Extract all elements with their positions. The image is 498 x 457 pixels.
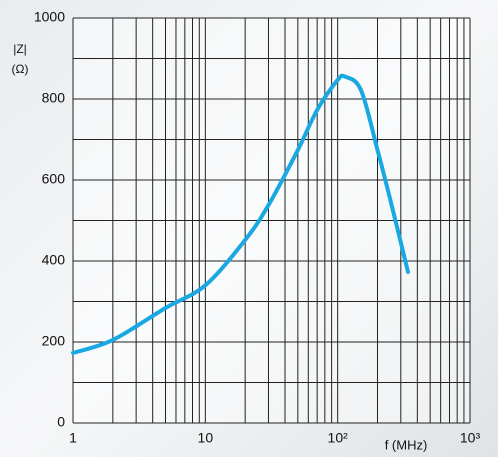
y-tick-label: 1000 bbox=[34, 9, 65, 25]
x-tick-label: 10³ bbox=[460, 430, 481, 446]
y-tick-label: 0 bbox=[57, 414, 65, 430]
y-axis-label: |Z| bbox=[13, 42, 27, 56]
x-axis-label: f (MHz) bbox=[385, 437, 428, 452]
y-tick-label: 800 bbox=[42, 90, 66, 106]
y-tick-label: 400 bbox=[42, 252, 66, 268]
y-tick-label: 200 bbox=[42, 333, 66, 349]
y-tick-label: 600 bbox=[42, 171, 66, 187]
y-axis-label: (Ω) bbox=[12, 62, 29, 76]
impedance-curve bbox=[71, 73, 410, 355]
x-tick-label: 1 bbox=[69, 430, 77, 446]
x-tick-label: 10² bbox=[328, 430, 349, 446]
x-tick-label: 10 bbox=[198, 430, 214, 446]
